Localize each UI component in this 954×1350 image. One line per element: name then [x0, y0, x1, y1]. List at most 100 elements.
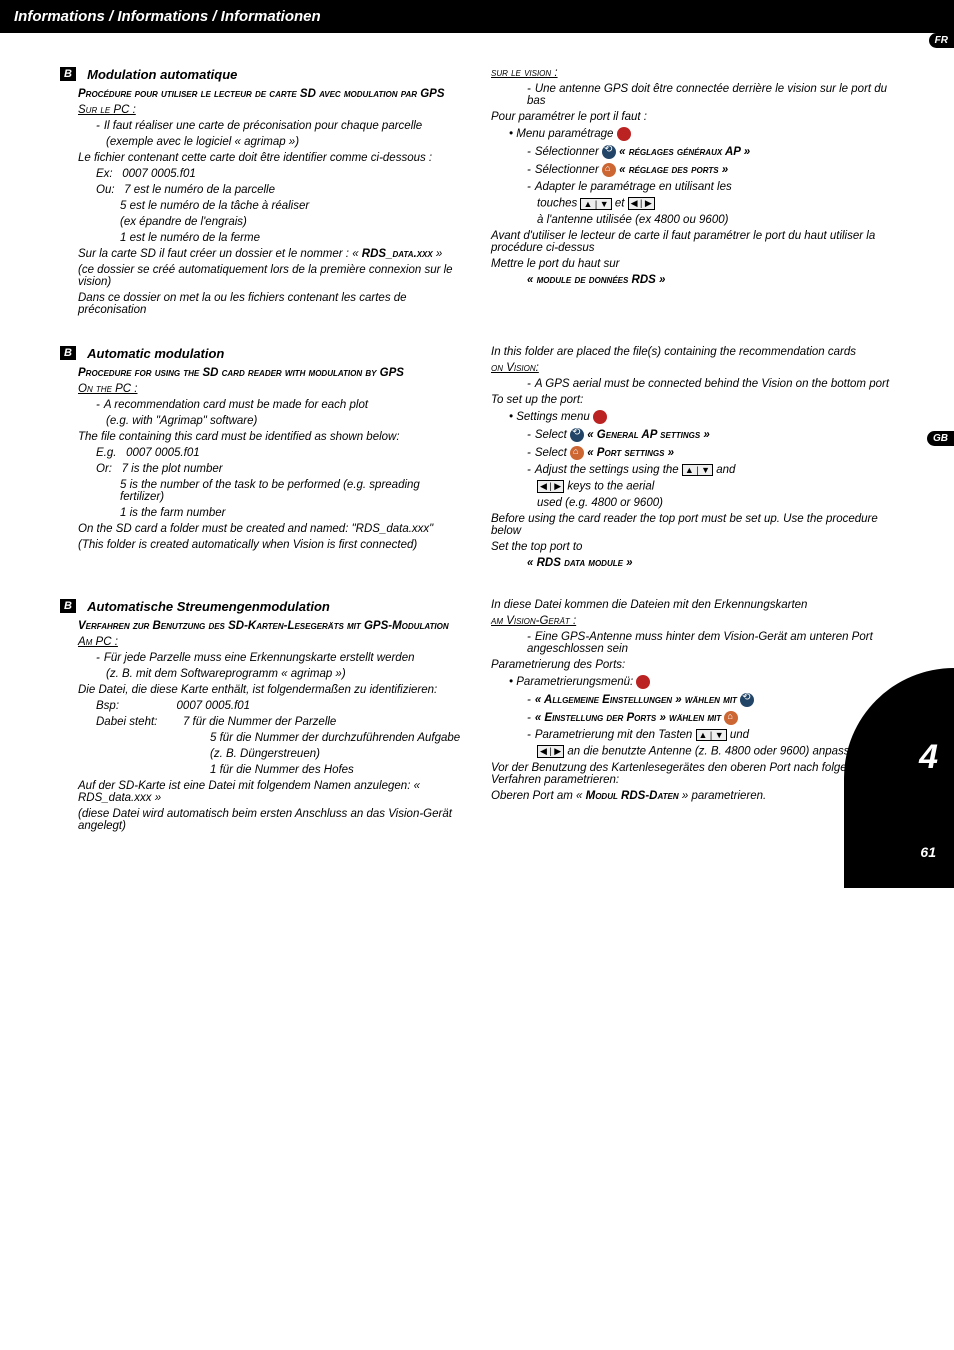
gb-l3: 1 is the farm number — [60, 507, 463, 519]
gb-l1: 7 is the plot number — [122, 463, 223, 475]
de-sd1: Auf der SD-Karte ist eine Datei mit folg… — [60, 780, 463, 804]
fr-file-intro: Le fichier contenant cette carte doit êt… — [60, 152, 463, 164]
de-sel2: « Einstellung der Ports » wählen mit — [535, 712, 721, 724]
up-down-buttons-icon: ▲ | ▼ — [580, 198, 611, 210]
cycle-icon — [570, 428, 584, 442]
de-sd2: (diese Datei wird automatisch beim erste… — [60, 808, 463, 832]
de-left-col: B Automatische Streumengenmodulation Ver… — [60, 595, 463, 836]
fr-before: Avant d'utiliser le lecteur de carte il … — [491, 230, 894, 254]
section-letter: B — [60, 599, 76, 613]
fr-l1: 7 est le numéro de la parcelle — [124, 184, 275, 196]
settings-icon — [593, 410, 607, 424]
fr-sel1a: Sélectionner — [535, 146, 602, 158]
gb-or-lbl: Or: — [96, 463, 112, 475]
de-sel1: « Allgemeine Einstellungen » wählen mit — [535, 694, 737, 706]
gb-ex-lbl: E.g. — [96, 447, 116, 459]
lang-tab-fr: FR — [929, 33, 954, 48]
de-menu: Parametrierungsmenü: — [516, 676, 633, 688]
gb-left-col: B Automatic modulation Procedure for usi… — [60, 342, 463, 573]
gb-pc-p1b: (e.g. with "Agrimap" software) — [60, 415, 463, 427]
gb-menu: Settings menu — [516, 411, 590, 423]
up-down-buttons-icon: ▲ | ▼ — [696, 729, 727, 741]
fr-pc-p1b: (exemple avec le logiciel « agrimap ») — [60, 136, 463, 148]
port-icon — [724, 711, 738, 725]
fr-on-vision: sur le vision : — [491, 67, 894, 79]
fr-et: et — [612, 198, 628, 210]
fr-ex-val: 0007 0005.f01 — [122, 168, 196, 180]
fr-sel2a: Sélectionner — [535, 164, 602, 176]
lang-tab-gb: GB — [927, 431, 954, 446]
fr-sd1: Sur la carte SD il faut créer un dossier… — [78, 248, 359, 260]
fr-left-col: B Modulation automatique Procédure pour … — [60, 63, 463, 320]
gb-right-col: In this folder are placed the file(s) co… — [491, 342, 894, 573]
de-steht: Dabei steht: — [96, 716, 157, 728]
de-folder: In diese Datei kommen die Dateien mit de… — [491, 599, 894, 611]
gb-ex-val: 0007 0005.f01 — [126, 447, 200, 459]
de-l2b: (z. B. Düngerstreuen) — [60, 748, 463, 760]
de-l2: 5 für die Nummer der durchzuführenden Au… — [60, 732, 463, 744]
gb-v1: A GPS aerial must be connected behind th… — [535, 378, 889, 390]
gb-keys: keys to the aerial — [564, 481, 654, 493]
settings-icon — [617, 127, 631, 141]
header-bar: Informations / Informations / Informatio… — [0, 0, 954, 33]
de-param1: Parametrierung mit den Tasten — [535, 729, 696, 741]
de-setport-b: » parametrieren. — [679, 790, 767, 802]
de-title: Automatische Streumengenmodulation — [87, 599, 330, 614]
fr-ex-lbl: Ex: — [96, 168, 113, 180]
gb-pc-p1: A recommendation card must be made for e… — [104, 399, 368, 411]
de-param2: an die benutzte Antenne (z. B. 4800 oder… — [567, 746, 862, 758]
gb-used: used (e.g. 4800 or 9600) — [491, 497, 894, 509]
de-und: und — [727, 729, 749, 741]
fr-pc-p1: Il faut réaliser une carte de préconisat… — [104, 120, 422, 132]
gb-sd1: On the SD card a folder must be created … — [60, 523, 463, 535]
gb-on-vision: on Vision: — [491, 362, 894, 374]
settings-icon — [636, 675, 650, 689]
chapter-number: 4 — [919, 738, 938, 777]
section-fr: B Modulation automatique Procédure pour … — [60, 63, 894, 320]
gb-sel1b: « General AP settings » — [584, 429, 710, 441]
gb-on-pc: On the PC : — [60, 383, 463, 395]
de-on-vision: am Vision-Gerät : — [491, 615, 894, 627]
gb-sel2a: Select — [535, 447, 570, 459]
fr-sd-bold: RDS_data.xxx — [362, 248, 433, 260]
fr-sd1b: » — [433, 248, 443, 260]
port-icon — [602, 163, 616, 177]
gb-sd2: (This folder is created automatically wh… — [60, 539, 463, 551]
fr-l3: 1 est le numéro de la ferme — [60, 232, 463, 244]
gb-file-intro: The file containing this card must be id… — [60, 431, 463, 443]
de-l3: 1 für die Nummer des Hofes — [60, 764, 463, 776]
de-subhead: Verfahren zur Benutzung des SD-Karten-Le… — [60, 620, 463, 632]
fr-setup: Pour paramétrer le port il faut : — [491, 111, 894, 123]
section-letter: B — [60, 346, 76, 360]
gb-portval: « RDS data module » — [491, 557, 894, 569]
gb-setup: To set up the port: — [491, 394, 894, 406]
up-down-buttons-icon: ▲ | ▼ — [682, 464, 713, 476]
left-right-buttons-icon: ◀ | ▶ — [537, 480, 564, 493]
fr-adapt: Adapter le paramétrage en utilisant les — [535, 181, 732, 193]
gb-setport: Set the top port to — [491, 541, 894, 553]
left-right-buttons-icon: ◀ | ▶ — [537, 745, 564, 758]
fr-menu: Menu paramétrage — [516, 128, 613, 140]
de-setup: Parametrierung des Ports: — [491, 659, 894, 671]
page-body: FR GB DE B Modulation automatique Procéd… — [0, 33, 954, 868]
gb-sel2b: « Port settings » — [584, 447, 674, 459]
fr-sd3: Dans ce dossier on met la ou les fichier… — [60, 292, 463, 316]
de-bsp-lbl: Bsp: — [96, 700, 119, 712]
cycle-icon — [602, 145, 616, 159]
gb-l2: 5 is the number of the task to be perfor… — [60, 479, 463, 503]
gb-subhead: Procedure for using the SD card reader w… — [60, 367, 463, 379]
left-right-buttons-icon: ◀ | ▶ — [628, 197, 655, 210]
gb-sel1a: Select — [535, 429, 570, 441]
de-setport-bold: Modul RDS-Daten — [586, 790, 679, 802]
fr-right-col: sur le vision : -Une antenne GPS doit êt… — [491, 63, 894, 320]
fr-title: Modulation automatique — [87, 67, 237, 82]
de-pc-p1b: (z. B. mit dem Softwareprogramm « agrima… — [60, 668, 463, 680]
section-de: B Automatische Streumengenmodulation Ver… — [60, 595, 894, 836]
gb-before: Before using the card reader the top por… — [491, 513, 894, 537]
fr-on-pc: Sur le PC : — [60, 104, 463, 116]
fr-sel2b: « réglage des ports » — [616, 164, 728, 176]
fr-sel1b: « réglages généraux AP » — [616, 146, 750, 158]
fr-portval: « module de données RDS » — [491, 274, 894, 286]
de-file-intro: Die Datei, die diese Karte enthält, ist … — [60, 684, 463, 696]
fr-v1: Une antenne GPS doit être connectée derr… — [527, 83, 887, 107]
